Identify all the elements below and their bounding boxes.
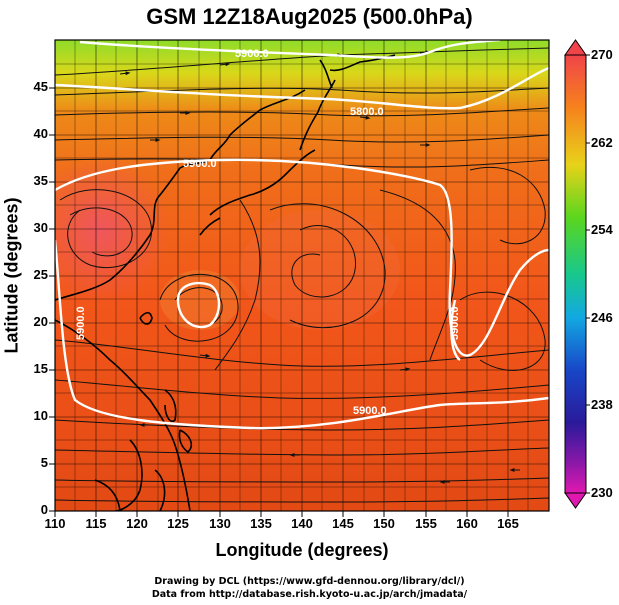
x-tick-label: 155 (415, 516, 437, 531)
colorbar-tick-label: 270 (591, 47, 613, 62)
x-tick-label: 140 (291, 516, 313, 531)
x-tick-label: 125 (167, 516, 189, 531)
colorbar-tick-label: 238 (591, 397, 613, 412)
warm-anomaly (55, 155, 170, 305)
warm-anomaly (240, 210, 400, 330)
chart-title: GSM 12Z18Aug2025 (500.0hPa) (146, 4, 473, 29)
x-tick-label: 115 (85, 516, 107, 531)
x-tick-label: 110 (44, 516, 66, 531)
axis-ticks (49, 87, 509, 517)
contour-label: 5900.0 (449, 306, 461, 340)
x-tick-label: 135 (250, 516, 272, 531)
y-tick-label: 10 (33, 408, 48, 423)
x-tick-label: 130 (209, 516, 231, 531)
map-plot-area (55, 40, 549, 511)
contour-label: 5900.0 (75, 306, 87, 340)
x-tick-label: 120 (126, 516, 148, 531)
y-tick-label: 40 (33, 126, 48, 141)
y-tick-label: 35 (33, 173, 48, 188)
wind-arrows (119, 50, 520, 484)
colorbar-tick-label: 254 (591, 222, 613, 237)
y-tick-label: 20 (33, 314, 48, 329)
y-tick-label: 30 (33, 220, 48, 235)
colorbar (564, 39, 590, 509)
colorbar-min-arrow (564, 492, 587, 509)
x-axis-label: Longitude (degrees) (215, 540, 389, 560)
colorbar-tick-label: 246 (591, 310, 613, 325)
warm-anomaly (160, 270, 240, 330)
credit-line-data-source: Data from http://database.rish.kyoto-u.a… (151, 589, 468, 600)
x-tick-label: 145 (332, 516, 354, 531)
contour-label: 5800.0 (350, 106, 384, 118)
height-contours (55, 40, 549, 430)
contour-label: 5900.0 (235, 48, 269, 60)
colorbar-max-arrow (564, 39, 587, 56)
colorbar-scale (564, 54, 587, 494)
x-tick-label: 165 (497, 516, 519, 531)
y-tick-label: 0 (40, 502, 48, 517)
contour-label: 5900.0 (183, 158, 217, 170)
contour-label: 5900.0 (353, 405, 387, 417)
colorbar-tick-label: 262 (591, 135, 613, 150)
y-tick-label: 45 (33, 79, 48, 94)
colorbar-tick-label: 230 (591, 485, 613, 500)
map-grid (55, 40, 549, 511)
contour-label-group: 5900.0 5900.0 5900.0 5900.0 5800.0 5900.… (75, 48, 461, 417)
x-tick-label: 160 (456, 516, 478, 531)
y-tick-label: 25 (33, 267, 48, 282)
y-tick-label: 15 (33, 361, 48, 376)
x-tick-label: 150 (373, 516, 395, 531)
y-axis-label: Latitude (degrees) (1, 197, 22, 354)
wind-streamlines (55, 47, 549, 503)
y-tick-label: 5 (40, 455, 48, 470)
credit-line-dcl: Drawing by DCL (https://www.gfd-dennou.o… (154, 576, 465, 587)
